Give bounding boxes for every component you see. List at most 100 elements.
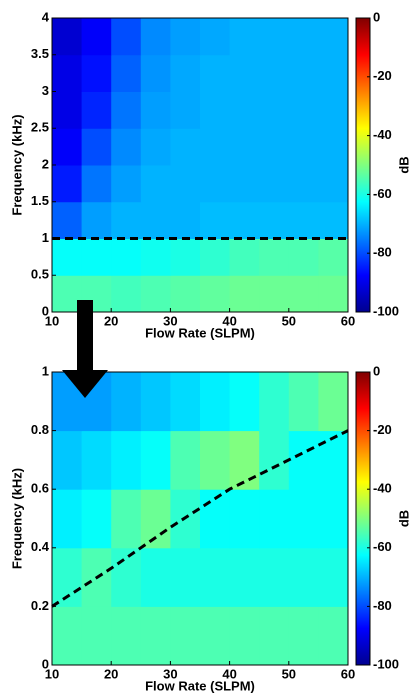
heatmap-cell — [170, 165, 201, 203]
heatmap-cell — [140, 275, 171, 313]
heatmap-cell — [81, 91, 112, 129]
heatmap-cell — [111, 372, 142, 432]
heatmap-cell — [140, 201, 171, 239]
heatmap-cell — [288, 91, 319, 129]
heatmap-cell — [200, 238, 231, 276]
x-tick-label: 30 — [163, 666, 177, 681]
heatmap-cell — [170, 372, 201, 432]
y-axis-label: Frequency (kHz) — [9, 468, 24, 569]
y-tick-label: 0.5 — [31, 267, 49, 282]
heatmap-cell — [52, 128, 83, 166]
y-tick-label: 2.5 — [31, 120, 49, 135]
heatmap-cell — [200, 165, 231, 203]
y-tick-label: 0.6 — [31, 481, 49, 496]
heatmap-cell — [81, 201, 112, 239]
y-tick-label: 0.8 — [31, 422, 49, 437]
heatmap-cell — [259, 372, 290, 432]
heatmap-cell — [200, 91, 231, 129]
x-tick-label: 10 — [45, 313, 59, 328]
heatmap-cell — [52, 430, 83, 490]
heatmap-cell — [140, 54, 171, 92]
heatmap-cell — [229, 54, 260, 92]
heatmap-cell — [200, 128, 231, 166]
heatmap-cell — [229, 606, 260, 666]
colorbar-tick-label: -40 — [373, 127, 392, 142]
y-tick-label: 0.4 — [31, 539, 50, 554]
heatmap-cell — [111, 430, 142, 490]
heatmap-cell — [170, 547, 201, 607]
heatmap-cell — [140, 238, 171, 276]
heatmap-cell — [111, 606, 142, 666]
heatmap-cell — [81, 18, 112, 56]
x-tick-label: 40 — [222, 313, 236, 328]
heatmap-cell — [259, 165, 290, 203]
heatmap-cell — [140, 18, 171, 56]
x-tick-label: 60 — [341, 666, 355, 681]
heatmap-cell — [259, 238, 290, 276]
heatmap-cell — [111, 54, 142, 92]
heatmap-cell — [52, 201, 83, 239]
heatmap-cell — [318, 489, 349, 549]
heatmap-cell — [52, 54, 83, 92]
heatmap-cell — [140, 430, 171, 490]
heatmap-cell — [259, 430, 290, 490]
heatmap-cell — [170, 128, 201, 166]
x-tick-label: 60 — [341, 313, 355, 328]
heatmap-cell — [52, 606, 83, 666]
heatmap-cell — [111, 275, 142, 313]
y-tick-label: 0 — [42, 656, 49, 671]
heatmap-cell — [318, 606, 349, 666]
dashed-line — [51, 429, 349, 608]
x-tick-label: 50 — [282, 666, 296, 681]
heatmap-cell — [229, 201, 260, 239]
heatmap-cell — [140, 165, 171, 203]
arrow — [62, 300, 108, 398]
heatmap-cell — [288, 165, 319, 203]
heatmap-cell — [318, 54, 349, 92]
y-tick-label: 0 — [42, 303, 49, 318]
x-tick-label: 20 — [104, 666, 118, 681]
heatmap-cell — [111, 91, 142, 129]
heatmap-cell — [52, 165, 83, 203]
heatmap-cell — [259, 91, 290, 129]
heatmap-cell — [200, 201, 231, 239]
heatmap-cell — [111, 201, 142, 239]
heatmap-cell — [229, 128, 260, 166]
heatmap-cell — [170, 18, 201, 56]
heatmap-cell — [81, 430, 112, 490]
heatmap-cell — [140, 91, 171, 129]
heatmap-cell — [81, 606, 112, 666]
heatmap-cell — [170, 91, 201, 129]
heatmap-cell — [288, 430, 319, 490]
heatmap-cell — [200, 430, 231, 490]
heatmap-cell — [170, 201, 201, 239]
heatmap-cell — [170, 430, 201, 490]
heatmap-cell — [52, 489, 83, 549]
y-tick-label: 0.2 — [31, 598, 49, 613]
y-axis-label: Frequency (kHz) — [9, 114, 24, 215]
heatmap-cell — [200, 18, 231, 56]
colorbar-tick-label: -20 — [373, 68, 392, 83]
heatmap-cell — [81, 54, 112, 92]
heatmap-cell — [259, 275, 290, 313]
heatmap-cell — [288, 606, 319, 666]
heatmap-cell — [229, 489, 260, 549]
heatmap-cell — [52, 91, 83, 129]
colorbar-tick-label: -80 — [373, 598, 392, 613]
x-tick-label: 40 — [222, 666, 236, 681]
colorbar-tick-label: 0 — [373, 9, 380, 24]
colorbar-tick-label: -20 — [373, 422, 392, 437]
heatmap-cell — [288, 18, 319, 56]
heatmap-cell — [229, 547, 260, 607]
colorbar-tick-label: -100 — [373, 656, 399, 671]
heatmap-cell — [140, 128, 171, 166]
heatmap-cell — [111, 547, 142, 607]
heatmap-cell — [111, 18, 142, 56]
heatmap-cell — [200, 54, 231, 92]
colorbar-tick-label: 0 — [373, 363, 380, 378]
heatmap-cell — [318, 238, 349, 276]
y-tick-label: 3.5 — [31, 46, 49, 61]
x-tick-label: 50 — [282, 313, 296, 328]
heatmap-cell — [288, 489, 319, 549]
